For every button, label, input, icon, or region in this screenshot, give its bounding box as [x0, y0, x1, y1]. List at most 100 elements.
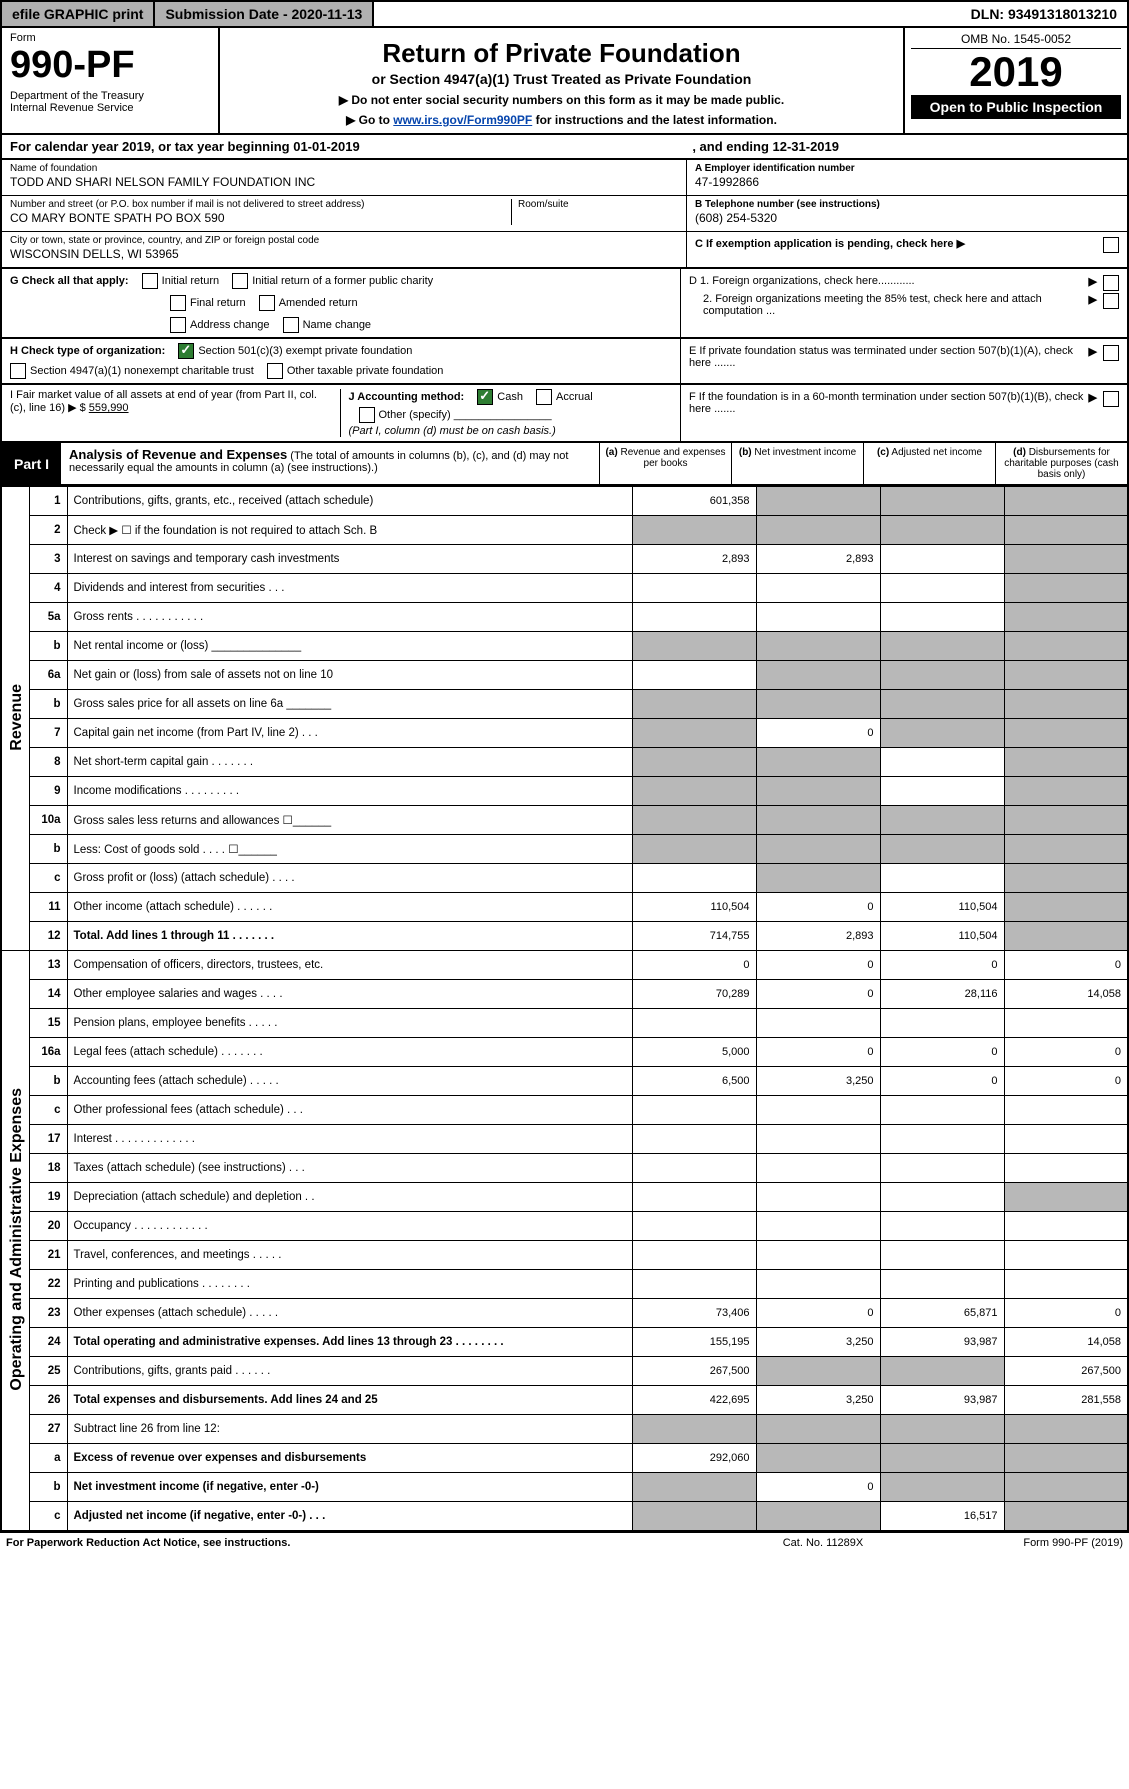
amount-cell	[880, 806, 1004, 835]
line-description: Gross profit or (loss) (attach schedule)…	[67, 864, 632, 893]
amended-return-checkbox[interactable]	[259, 295, 275, 311]
amount-cell	[756, 777, 880, 806]
line-description: Gross rents . . . . . . . . . . .	[67, 603, 632, 632]
line-description: Capital gain net income (from Part IV, l…	[67, 719, 632, 748]
line-number: 10a	[29, 806, 67, 835]
line-number: 17	[29, 1125, 67, 1154]
table-row: bNet investment income (if negative, ent…	[1, 1473, 1128, 1502]
line-description: Net short-term capital gain . . . . . . …	[67, 748, 632, 777]
amount-cell	[880, 1212, 1004, 1241]
line-number: b	[29, 690, 67, 719]
line-description: Total operating and administrative expen…	[67, 1328, 632, 1357]
telephone-value: (608) 254-5320	[695, 211, 1119, 225]
amount-cell: 3,250	[756, 1067, 880, 1096]
d2-checkbox[interactable]	[1103, 293, 1119, 309]
amount-cell: 16,517	[880, 1502, 1004, 1532]
line-number: 6a	[29, 661, 67, 690]
amount-cell: 93,987	[880, 1328, 1004, 1357]
section-ij-f: I Fair market value of all assets at end…	[0, 385, 1129, 443]
d1-checkbox[interactable]	[1103, 275, 1119, 291]
address-change-checkbox[interactable]	[170, 317, 186, 333]
amount-cell	[1004, 1154, 1128, 1183]
submission-date-button[interactable]: Submission Date - 2020-11-13	[155, 2, 374, 26]
line-description: Occupancy . . . . . . . . . . . .	[67, 1212, 632, 1241]
ein-value: 47-1992866	[695, 175, 1119, 189]
line-description: Compensation of officers, directors, tru…	[67, 951, 632, 980]
table-row: 4Dividends and interest from securities …	[1, 574, 1128, 603]
amount-cell: 0	[756, 951, 880, 980]
table-row: cGross profit or (loss) (attach schedule…	[1, 864, 1128, 893]
table-row: 3Interest on savings and temporary cash …	[1, 545, 1128, 574]
amount-cell: 0	[1004, 951, 1128, 980]
amount-cell: 0	[632, 951, 756, 980]
amount-cell: 0	[880, 1038, 1004, 1067]
amount-cell: 0	[1004, 1067, 1128, 1096]
initial-former-checkbox[interactable]	[232, 273, 248, 289]
table-row: 27Subtract line 26 from line 12:	[1, 1415, 1128, 1444]
line-number: 21	[29, 1241, 67, 1270]
other-taxable-checkbox[interactable]	[267, 363, 283, 379]
line-description: Net gain or (loss) from sale of assets n…	[67, 661, 632, 690]
efile-print-button[interactable]: efile GRAPHIC print	[2, 2, 155, 26]
501c3-checkbox[interactable]	[178, 343, 194, 359]
table-row: 12Total. Add lines 1 through 11 . . . . …	[1, 922, 1128, 951]
amount-cell	[1004, 748, 1128, 777]
amount-cell: 267,500	[632, 1357, 756, 1386]
pra-notice: For Paperwork Reduction Act Notice, see …	[6, 1537, 723, 1549]
amount-cell	[1004, 777, 1128, 806]
foundation-name-label: Name of foundation	[10, 163, 678, 174]
line-number: 3	[29, 545, 67, 574]
amount-cell	[632, 806, 756, 835]
table-row: 11Other income (attach schedule) . . . .…	[1, 893, 1128, 922]
e-checkbox[interactable]	[1103, 345, 1119, 361]
line-description: Legal fees (attach schedule) . . . . . .…	[67, 1038, 632, 1067]
amount-cell	[880, 603, 1004, 632]
name-change-checkbox[interactable]	[283, 317, 299, 333]
amount-cell	[880, 1444, 1004, 1473]
line-number: c	[29, 1502, 67, 1532]
amount-cell	[756, 1009, 880, 1038]
amount-cell	[756, 690, 880, 719]
table-row: 5aGross rents . . . . . . . . . . .	[1, 603, 1128, 632]
amount-cell	[880, 1415, 1004, 1444]
amount-cell	[632, 632, 756, 661]
line-number: b	[29, 1473, 67, 1502]
final-return-checkbox[interactable]	[170, 295, 186, 311]
page-title: Return of Private Foundation	[230, 38, 893, 69]
amount-cell: 0	[1004, 1299, 1128, 1328]
amount-cell	[880, 1154, 1004, 1183]
amount-cell: 281,558	[1004, 1386, 1128, 1415]
initial-return-checkbox[interactable]	[142, 273, 158, 289]
amount-cell	[756, 1270, 880, 1299]
amount-cell: 28,116	[880, 980, 1004, 1009]
table-row: Operating and Administrative Expenses13C…	[1, 951, 1128, 980]
cash-checkbox[interactable]	[477, 389, 493, 405]
accrual-checkbox[interactable]	[536, 389, 552, 405]
amount-cell: 6,500	[632, 1067, 756, 1096]
table-row: 2Check ▶ ☐ if the foundation is not requ…	[1, 516, 1128, 545]
amount-cell	[1004, 1183, 1128, 1212]
amount-cell: 14,058	[1004, 1328, 1128, 1357]
amount-cell	[880, 1241, 1004, 1270]
section-g-d: G Check all that apply: Initial return I…	[0, 269, 1129, 339]
city-value: WISCONSIN DELLS, WI 53965	[10, 247, 678, 261]
f-checkbox[interactable]	[1103, 391, 1119, 407]
line-number: 8	[29, 748, 67, 777]
irs-link[interactable]: www.irs.gov/Form990PF	[393, 113, 532, 127]
amount-cell	[756, 574, 880, 603]
amount-cell	[756, 806, 880, 835]
amount-cell: 292,060	[632, 1444, 756, 1473]
amount-cell: 0	[756, 1299, 880, 1328]
exemption-pending-checkbox[interactable]	[1103, 237, 1119, 253]
line-description: Interest on savings and temporary cash i…	[67, 545, 632, 574]
other-method-checkbox[interactable]	[359, 407, 375, 423]
amount-cell	[632, 690, 756, 719]
amount-cell: 3,250	[756, 1328, 880, 1357]
amount-cell: 155,195	[632, 1328, 756, 1357]
4947-checkbox[interactable]	[10, 363, 26, 379]
amount-cell	[1004, 864, 1128, 893]
line-number: 4	[29, 574, 67, 603]
amount-cell: 0	[1004, 1038, 1128, 1067]
line-description: Total expenses and disbursements. Add li…	[67, 1386, 632, 1415]
amount-cell	[756, 864, 880, 893]
